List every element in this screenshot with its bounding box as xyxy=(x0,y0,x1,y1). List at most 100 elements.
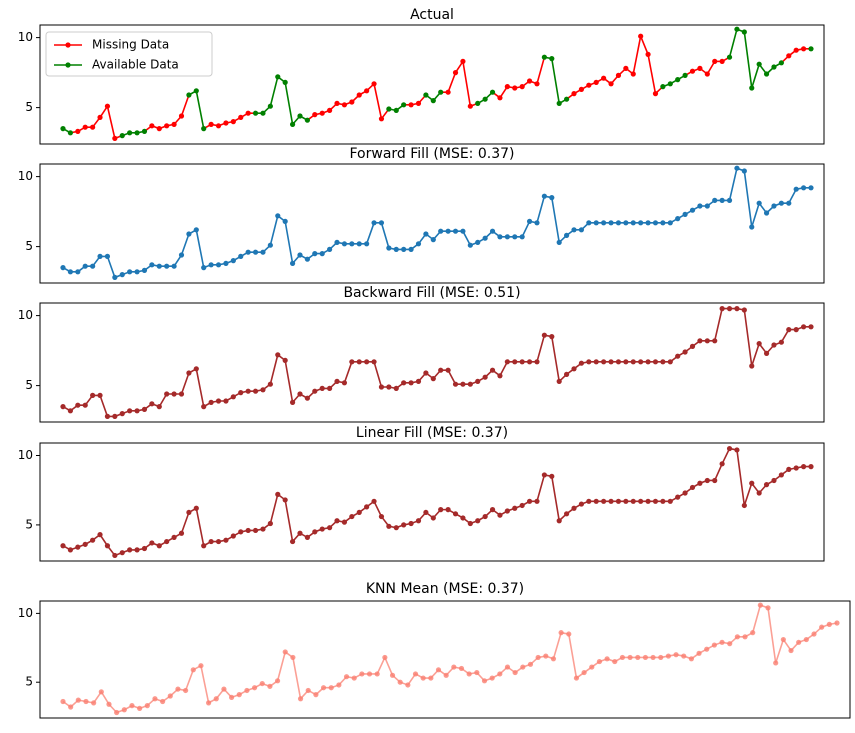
data-point xyxy=(415,241,422,247)
data-point xyxy=(623,498,629,504)
data-point xyxy=(282,357,288,363)
data-point xyxy=(341,519,348,525)
data-point xyxy=(228,694,235,700)
data-point xyxy=(245,527,251,534)
data-point xyxy=(571,227,577,233)
data-point xyxy=(175,686,181,692)
missing-point xyxy=(334,100,340,106)
missing-point xyxy=(519,84,525,90)
data-point xyxy=(619,654,626,661)
data-point xyxy=(689,484,696,491)
data-point xyxy=(156,543,162,549)
data-point xyxy=(645,498,651,504)
available-point xyxy=(141,128,148,134)
data-point xyxy=(141,267,148,273)
data-point xyxy=(534,498,540,504)
data-point xyxy=(543,653,549,659)
missing-point xyxy=(238,114,244,120)
data-point xyxy=(512,234,518,240)
data-point xyxy=(711,642,717,648)
data-point xyxy=(573,675,580,681)
missing-point xyxy=(223,120,229,126)
data-point xyxy=(638,498,644,504)
data-point xyxy=(393,525,399,531)
data-point xyxy=(689,207,696,213)
data-point xyxy=(349,513,355,520)
available-point xyxy=(667,81,673,87)
data-point xyxy=(90,537,96,543)
data-point xyxy=(593,220,599,226)
available-point xyxy=(756,61,762,67)
subplot-5: KNN Mean (MSE: 0.37) 5 10 xyxy=(18,581,851,719)
data-point xyxy=(512,359,518,365)
missing-point xyxy=(504,84,510,90)
data-point xyxy=(267,683,273,689)
data-point xyxy=(267,520,273,527)
data-point xyxy=(741,168,747,174)
data-point xyxy=(208,262,214,268)
data-point xyxy=(141,545,148,552)
data-point xyxy=(67,269,74,275)
missing-point xyxy=(786,53,792,59)
missing-point xyxy=(341,102,348,108)
legend-box xyxy=(45,31,213,77)
data-point xyxy=(682,490,688,496)
data-point xyxy=(236,692,242,698)
data-point xyxy=(327,246,333,252)
data-point xyxy=(765,605,771,611)
data-point xyxy=(67,547,74,553)
data-point xyxy=(127,408,133,414)
data-point xyxy=(800,324,807,330)
legend-marker xyxy=(65,42,71,48)
data-point xyxy=(778,472,784,478)
data-point xyxy=(667,498,673,504)
data-point xyxy=(121,707,127,713)
data-point xyxy=(556,378,562,384)
data-point xyxy=(586,359,592,365)
data-point xyxy=(104,543,111,549)
data-point xyxy=(297,696,304,702)
data-point xyxy=(423,231,429,237)
data-point xyxy=(630,359,636,365)
data-point xyxy=(238,253,244,259)
data-point xyxy=(312,251,318,257)
data-point xyxy=(750,630,756,636)
series-line xyxy=(62,604,838,714)
data-point xyxy=(608,359,614,365)
missing-point xyxy=(793,47,799,53)
missing-segment xyxy=(462,61,472,107)
data-point xyxy=(475,378,481,384)
data-point xyxy=(193,505,199,511)
data-point xyxy=(167,693,173,699)
data-point xyxy=(460,381,466,387)
data-point xyxy=(134,269,140,275)
missing-point xyxy=(704,71,710,77)
available-point xyxy=(734,26,740,32)
data-point xyxy=(356,509,362,516)
data-point xyxy=(351,675,357,681)
plot-frame xyxy=(39,163,825,284)
missing-segment xyxy=(447,72,457,93)
data-point xyxy=(819,624,825,630)
data-point xyxy=(467,520,473,527)
data-point xyxy=(608,498,614,504)
data-point xyxy=(112,274,118,280)
data-point xyxy=(596,658,603,665)
data-point xyxy=(186,370,192,376)
data-point xyxy=(489,507,496,513)
data-point xyxy=(334,239,340,245)
missing-point xyxy=(408,102,414,108)
available-segment xyxy=(728,28,738,58)
data-point xyxy=(364,504,370,510)
available-point xyxy=(193,88,199,94)
missing-point xyxy=(526,78,533,84)
y-tick-label: 10 xyxy=(18,30,33,44)
data-point xyxy=(658,654,664,661)
data-point xyxy=(786,327,792,333)
data-point xyxy=(458,665,465,672)
data-point xyxy=(305,687,311,694)
data-point xyxy=(238,390,244,396)
data-point xyxy=(112,552,118,559)
data-point xyxy=(803,636,809,643)
data-point xyxy=(252,527,259,534)
